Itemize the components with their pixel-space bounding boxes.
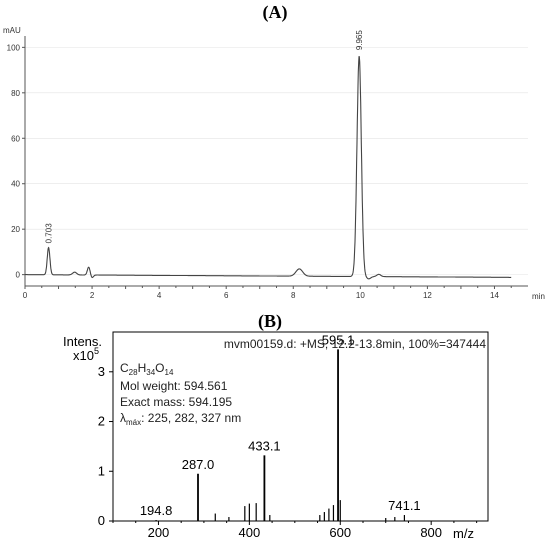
spectrum-y-scale: x105 (73, 346, 99, 363)
spectrum-peak-label: 741.1 (388, 498, 421, 513)
spectrum-x-tick-label: 400 (239, 525, 261, 540)
mass-spectrum-chart: mvm00159.d: +MS, 12.2-13.8min, 100%=3474… (63, 331, 489, 541)
compound-lambda-max: λmáx: 225, 282, 327 nm (120, 411, 241, 427)
compound-formula: C28H34O14 (120, 361, 174, 377)
chromatogram-y-tick-label: 60 (11, 134, 20, 143)
chromatogram-x-tick-label: 12 (423, 291, 432, 300)
chromatogram-x-tick-label: 0 (23, 291, 28, 300)
compound-mol-weight: Mol weight: 594.561 (120, 379, 228, 393)
chromatogram-y-tick-label: 20 (11, 225, 20, 234)
chromatogram-chart: mAU min 0 20 40 60 80 100 0 2 4 6 8 10 12 14 0.703 9.9… (3, 26, 545, 301)
spectrum-y-tick-label: 0 (98, 513, 105, 528)
spectrum-x-tick-label: 800 (420, 525, 442, 540)
spectrum-peak-label: 194.8 (140, 503, 173, 518)
spectrum-x-tick-label: 600 (329, 525, 351, 540)
chromatogram-x-tick-label: 8 (291, 291, 296, 300)
spectrum-frame (112, 331, 489, 522)
chromatogram-x-label: min (532, 292, 545, 301)
panel-label-b: (B) (258, 311, 282, 332)
chromatogram-x-tick-label: 4 (157, 291, 162, 300)
spectrum-x-tick-label: 200 (148, 525, 170, 540)
chromatogram-x-tick-label: 6 (224, 291, 229, 300)
spectrum-y-scale-exp: 5 (94, 346, 99, 356)
chromatogram-trace (25, 56, 512, 280)
spectrum-y-tick-label: 2 (98, 414, 105, 429)
compound-exact-mass: Exact mass: 594.195 (120, 395, 232, 409)
spectrum-peak-label: 287.0 (182, 457, 215, 472)
chromatogram-peak-label: 9.965 (355, 30, 364, 51)
chromatogram-y-label: mAU (3, 26, 21, 35)
spectrum-y-scale-base: x10 (73, 348, 94, 363)
spectrum-y-label: Intens. (63, 334, 102, 349)
spectrum-y-tick-label: 3 (98, 364, 105, 379)
spectrum-y-tick-label: 1 (98, 463, 105, 478)
chromatogram-y-tick-label: 40 (11, 180, 20, 189)
chromatogram-x-tick-label: 2 (90, 291, 95, 300)
spectrum-peak-label: 433.1 (248, 438, 281, 453)
chromatogram-x-tick-label: 14 (490, 291, 499, 300)
spectrum-x-label: m/z (453, 526, 474, 541)
chromatogram-y-tick-label: 100 (7, 43, 21, 52)
chromatogram-y-tick-label: 80 (11, 89, 20, 98)
chromatogram-peak-label: 0.703 (45, 223, 54, 244)
chromatogram-x-tick-label: 10 (356, 291, 365, 300)
panel-label-a: (A) (263, 2, 288, 23)
spectrum-peak-label: 595.1 (322, 332, 355, 347)
spectrum-header: mvm00159.d: +MS, 12.2-13.8min, 100%=3474… (224, 337, 486, 351)
compound-info: C28H34O14 Mol weight: 594.561 Exact mass… (120, 361, 241, 427)
chromatogram-y-tick-label: 0 (16, 271, 21, 280)
